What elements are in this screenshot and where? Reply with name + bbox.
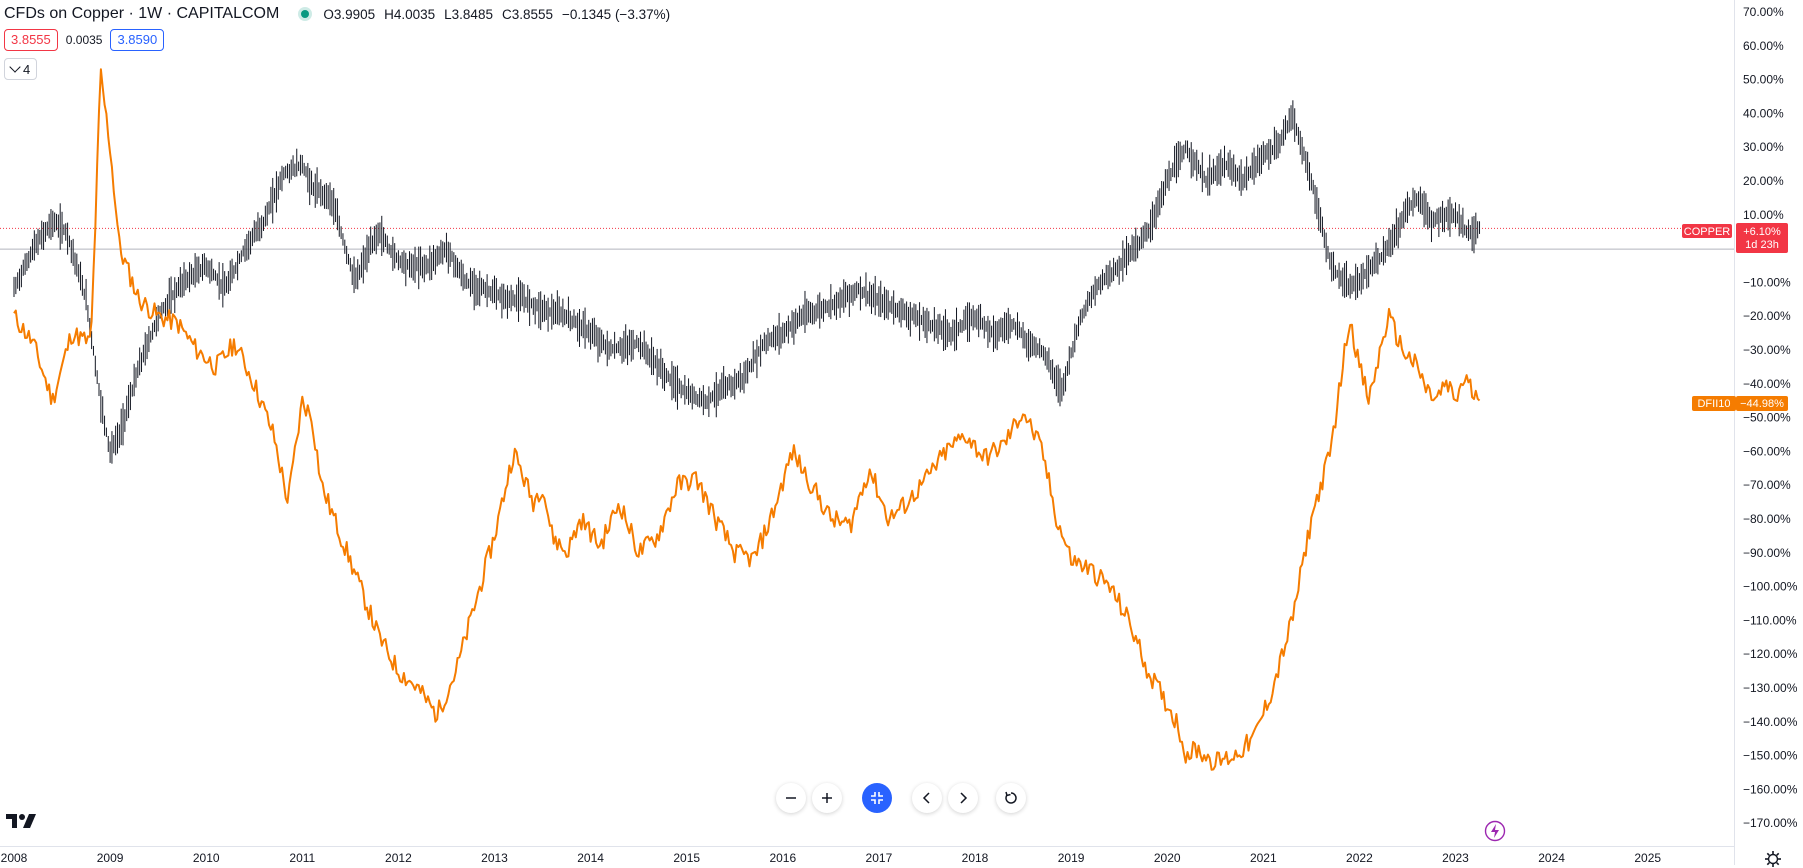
time-scale[interactable]: 2008 2009 2010 2011 2012 2013 2014 2015 2016 2017…	[1, 851, 1662, 865]
time-tick-label: 2022	[1346, 851, 1373, 865]
time-tick-label: 2008	[1, 851, 28, 865]
price-tick-label: 20.00%	[1743, 174, 1784, 188]
time-tick-label: 2014	[577, 851, 604, 865]
price-tick-label: −160.00%	[1743, 782, 1798, 796]
minus-icon	[786, 797, 796, 799]
ohlc-close: C3.8555	[501, 6, 554, 22]
rotate-icon	[1005, 791, 1017, 804]
price-tick-label: 10.00%	[1743, 208, 1784, 222]
time-tick-label: 2010	[193, 851, 220, 865]
ohlc-low: L3.8485	[444, 6, 493, 22]
price-tick-label: 30.00%	[1743, 140, 1784, 154]
dfii10-last-label: DFII10 −44.98%	[1692, 396, 1788, 411]
time-tick-label: 2015	[673, 851, 700, 865]
time-tick-label: 2011	[289, 851, 315, 865]
plus-icon	[822, 793, 832, 803]
quote-row: 3.8555 0.0035 3.8590	[4, 29, 165, 51]
indicators-count: 4	[23, 61, 31, 77]
scroll-back-button[interactable]	[912, 783, 942, 813]
price-tick-label: −110.00%	[1743, 613, 1797, 627]
dfii10-series	[13, 68, 1481, 771]
dfii10-label-name: DFII10	[1697, 398, 1730, 410]
price-tick-label: 60.00%	[1743, 39, 1784, 53]
ohlc-high: H4.0035	[384, 6, 436, 22]
time-tick-label: 2020	[1154, 851, 1181, 865]
copper-label-name: COPPER	[1684, 226, 1731, 238]
time-tick-label: 2025	[1634, 851, 1661, 865]
price-tick-label: −70.00%	[1743, 478, 1791, 492]
symbol-title[interactable]: CFDs on Copper · 1W · CAPITALCOM	[4, 5, 280, 22]
price-tick-label: −40.00%	[1743, 377, 1791, 391]
time-tick-label: 2019	[1058, 851, 1085, 865]
price-tick-label: −30.00%	[1743, 343, 1791, 357]
gear-icon[interactable]	[1764, 850, 1782, 868]
price-tick-label: −170.00%	[1743, 816, 1798, 830]
price-tick-label: −120.00%	[1743, 647, 1798, 661]
market-open-dot	[301, 10, 310, 18]
price-tick-label: −20.00%	[1743, 309, 1791, 323]
price-tick-label: 70.00%	[1743, 5, 1784, 19]
sell-price-button[interactable]: 3.8555	[4, 29, 58, 51]
price-tick-label: −90.00%	[1743, 546, 1791, 560]
copper-series	[13, 100, 1481, 464]
chevron-left-icon	[922, 792, 930, 804]
chevron-down-icon	[9, 61, 21, 73]
ohlc-open: O3.9905	[323, 6, 376, 22]
reset-chart-button[interactable]	[996, 783, 1026, 813]
time-tick-label: 2017	[866, 851, 893, 865]
copper-label-countdown: 1d 23h	[1745, 239, 1779, 251]
price-tick-label: −80.00%	[1743, 512, 1791, 526]
zoom-out-button[interactable]	[776, 783, 806, 813]
time-tick-label: 2012	[385, 851, 412, 865]
price-tick-label: −150.00%	[1743, 749, 1798, 763]
fit-to-screen-button[interactable]	[862, 783, 892, 813]
time-tick-label: 2009	[97, 851, 124, 865]
price-tick-label: −100.00%	[1743, 580, 1798, 594]
time-tick-label: 2016	[769, 851, 796, 865]
time-tick-label: 2021	[1250, 851, 1277, 865]
bolt-icon[interactable]	[1484, 820, 1506, 842]
copper-last-label: COPPER +6.10% 1d 23h	[1682, 223, 1788, 253]
compress-icon	[871, 792, 883, 804]
spread-value: 0.0035	[65, 33, 103, 47]
time-tick-label: 2018	[962, 851, 989, 865]
price-scale[interactable]: 70.00% 60.00% 50.00% 40.00% 30.00% 20.00% 10.0…	[1743, 5, 1798, 830]
time-tick-label: 2024	[1538, 851, 1565, 865]
price-tick-label: −130.00%	[1743, 681, 1798, 695]
copper-label-value: +6.10%	[1743, 226, 1781, 238]
price-tick-label: −60.00%	[1743, 444, 1791, 458]
price-tick-label: −10.00%	[1743, 275, 1791, 289]
symbol-legend: CFDs on Copper · 1W · CAPITALCOM O3.9905…	[4, 4, 679, 24]
price-tick-label: 40.00%	[1743, 106, 1784, 120]
chevron-right-icon	[960, 792, 968, 804]
price-tick-label: −140.00%	[1743, 715, 1798, 729]
zoom-in-button[interactable]	[812, 783, 842, 813]
price-tick-label: −50.00%	[1743, 411, 1791, 425]
dfii10-label-value: −44.98%	[1740, 398, 1784, 410]
tradingview-logo[interactable]	[6, 812, 38, 832]
indicators-toggle-button[interactable]: 4	[4, 58, 38, 80]
time-tick-label: 2013	[481, 851, 508, 865]
buy-price-button[interactable]: 3.8590	[110, 29, 165, 51]
price-tick-label: 50.00%	[1743, 73, 1784, 87]
time-tick-label: 2023	[1442, 851, 1469, 865]
scroll-forward-button[interactable]	[948, 783, 978, 813]
ohlc-change: −0.1345 (−3.37%)	[562, 6, 671, 22]
